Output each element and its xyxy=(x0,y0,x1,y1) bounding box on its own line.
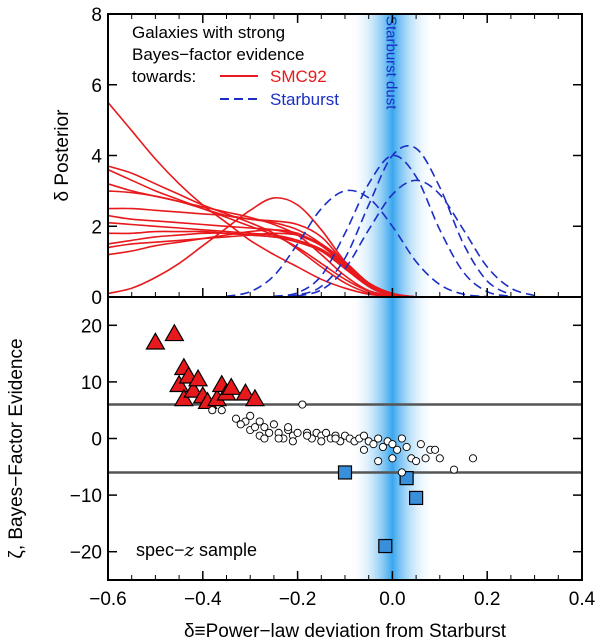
neutral-point xyxy=(449,465,459,474)
neutral-point xyxy=(288,437,297,446)
neutral-point xyxy=(260,423,269,432)
neutral-point xyxy=(388,454,397,463)
smc92-point xyxy=(188,368,209,387)
bottom-ytick-label: −10 xyxy=(70,486,102,507)
neutral-point xyxy=(416,440,425,449)
legend-label-starburst: Starburst xyxy=(270,90,339,109)
smc92-curve-9 xyxy=(108,232,417,297)
neutral-point xyxy=(217,406,226,415)
neutral-point xyxy=(269,420,278,429)
xtick-label: −0.4 xyxy=(184,589,222,610)
neutral-point xyxy=(321,428,331,437)
sample-annotation-z: z xyxy=(184,540,195,561)
xtick-label: 0.0 xyxy=(379,589,405,610)
neutral-point xyxy=(435,454,444,463)
top-panel: Starburst dust Galaxies with strong Baye… xyxy=(52,5,583,309)
curve-layer xyxy=(108,101,535,297)
neutral-point xyxy=(274,434,283,443)
starburst-curve-16 xyxy=(297,179,535,297)
x-axis: −0.6 −0.4 −0.2 0.0 0.2 0.4 xyxy=(89,14,596,610)
xtick-label: −0.6 xyxy=(89,589,127,610)
neutral-point xyxy=(317,437,326,446)
smc92-point xyxy=(235,383,256,401)
starburst-curve-13 xyxy=(226,189,488,297)
xtick-label: 0.2 xyxy=(474,589,500,610)
legend: Galaxies with strong Bayes−factor eviden… xyxy=(132,23,339,109)
top-ytick-label: 6 xyxy=(91,76,102,97)
bottom-ytick-label: 10 xyxy=(81,373,102,394)
bottom-y-axis: −20 −10 0 10 20 xyxy=(70,316,582,564)
starburst-curve-15 xyxy=(273,145,512,297)
legend-title-line-3: towards: xyxy=(132,67,196,86)
x-axis-label: δ≡Power−law deviation from Starburst xyxy=(184,621,507,642)
smc92-point xyxy=(221,377,242,395)
neutral-point xyxy=(431,445,440,454)
neutral-point xyxy=(303,431,312,440)
neutral-point xyxy=(250,423,259,432)
neutral-point xyxy=(421,454,430,463)
xtick-label: 0.4 xyxy=(569,589,596,610)
neutral-point xyxy=(246,411,255,420)
smc92-curve-12 xyxy=(108,196,417,297)
neutral-point xyxy=(393,445,402,454)
legend-title-line-1: Galaxies with strong xyxy=(132,23,285,42)
bottom-y-axis-label: ζ, Bayes−Factor Evidence xyxy=(6,338,27,558)
neutral-point xyxy=(260,434,269,443)
smc92-point xyxy=(145,332,166,350)
neutral-point xyxy=(468,454,478,463)
neutral-point xyxy=(331,434,340,443)
neutral-point xyxy=(374,457,383,466)
smc92-curve-1 xyxy=(108,165,417,297)
neutral-point xyxy=(412,457,421,466)
sample-annotation: spec−z sample xyxy=(136,540,257,561)
points-layer xyxy=(145,323,478,554)
starburst-point xyxy=(337,465,353,480)
neutral-point xyxy=(208,406,217,415)
smc92-curve-0 xyxy=(108,101,417,297)
neutral-point xyxy=(231,414,241,423)
legend-title-line-2: Bayes−factor evidence xyxy=(132,45,304,64)
sample-annotation-prefix: spec− xyxy=(136,540,185,560)
top-ytick-label: 0 xyxy=(91,288,102,309)
neutral-point xyxy=(293,428,302,437)
top-y-axis-label: δ Posterior xyxy=(52,109,73,202)
neutral-point xyxy=(388,440,397,449)
band-label: Starburst dust xyxy=(382,16,399,110)
neutral-point xyxy=(397,468,406,477)
bottom-plot-frame xyxy=(107,296,583,581)
neutral-point xyxy=(378,442,387,452)
neutral-point xyxy=(359,445,369,454)
xtick-label: −0.2 xyxy=(279,589,317,610)
starburst-curve-14 xyxy=(273,154,512,297)
smc92-point xyxy=(244,388,265,407)
top-ytick-label: 8 xyxy=(91,5,102,26)
neutral-point xyxy=(369,440,378,449)
sample-annotation-suffix: sample xyxy=(194,540,257,560)
top-ytick-label: 4 xyxy=(91,147,102,168)
neutral-point xyxy=(255,417,264,426)
starburst-point xyxy=(378,538,393,554)
neutral-point xyxy=(374,434,383,443)
smc92-point xyxy=(169,374,190,393)
bottom-ytick-label: 0 xyxy=(91,430,102,451)
bottom-ytick-label: −20 xyxy=(70,543,102,564)
neutral-point xyxy=(236,420,245,429)
neutral-point xyxy=(298,400,307,409)
smc92-point xyxy=(173,388,194,407)
neutral-point xyxy=(284,423,293,432)
smc92-curve-10 xyxy=(108,232,417,297)
neutral-point xyxy=(359,431,369,440)
bottom-ytick-label: 20 xyxy=(81,316,102,337)
starburst-point xyxy=(409,490,424,506)
smc92-point xyxy=(183,380,204,398)
neutral-point xyxy=(402,442,411,452)
legend-label-smc92: SMC92 xyxy=(270,67,327,86)
top-ytick-label: 2 xyxy=(91,217,102,238)
neutral-point xyxy=(265,428,274,437)
smc92-point xyxy=(164,323,185,342)
neutral-point xyxy=(397,434,406,443)
